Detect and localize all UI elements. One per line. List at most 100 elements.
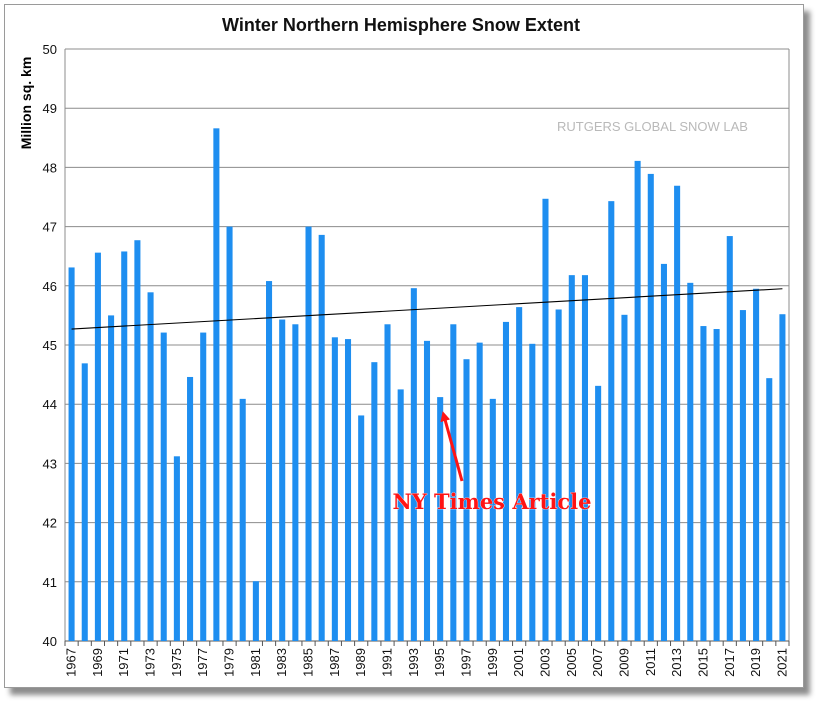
bar-2007 [595,385,602,641]
x-tick-label: 1981 [248,648,263,677]
y-tick-label: 50 [43,42,57,57]
x-tick-label: 2001 [511,648,526,677]
bar-1969 [94,252,101,641]
x-tick-label: 2017 [722,648,737,677]
bar-2008 [608,201,615,641]
y-tick-label: 44 [43,397,57,412]
bar-1987 [331,337,338,641]
bar-1994 [423,340,431,641]
y-tick-label: 48 [43,160,57,175]
bar-2013 [674,185,681,641]
x-tick-label: 1999 [485,648,500,677]
bar-2020 [766,378,773,641]
bar-2014 [687,282,694,641]
x-tick-label: 2007 [590,648,605,677]
x-tick-label: 2019 [748,648,763,677]
x-tick-label: 2021 [774,648,789,677]
x-tick-label: 1989 [353,648,368,677]
bar-1990 [371,362,378,641]
annotation-label: NY Times Article [393,489,592,514]
x-tick-label: 1977 [195,648,210,677]
bar-1970 [108,315,115,641]
x-tick-label: 1975 [169,648,184,677]
bar-2004 [555,309,562,641]
bar-1977 [200,332,207,641]
bar-2018 [739,310,746,641]
bar-1983 [279,319,286,641]
chart-title: Winter Northern Hemisphere Snow Extent [222,15,580,35]
x-tick-label: 2005 [564,648,579,677]
bar-1982 [266,281,273,641]
bar-1989 [358,415,365,641]
x-tick-label: 2003 [537,648,552,677]
x-tick-label: 1985 [301,648,316,677]
bar-2021 [779,314,786,641]
bar-1992 [397,389,404,641]
x-tick-label: 1971 [116,648,131,677]
x-tick-label: 2015 [695,648,710,677]
trendline-group [71,288,783,330]
x-tick-label: 1983 [274,648,289,677]
x-tick-label: 1987 [327,648,342,677]
x-tick-label: 1973 [143,648,158,677]
bar-2005 [568,275,575,641]
bar-1975 [173,456,180,641]
bar-2002 [529,343,536,641]
x-tick-label: 1997 [458,648,473,677]
bar-2010 [634,160,641,641]
bar-1971 [121,251,128,641]
bar-1985 [305,226,312,641]
x-tick-label: 1991 [380,648,395,677]
bar-1991 [384,324,391,641]
trendline [71,288,783,330]
bar-2012 [660,263,667,641]
bar-1980 [239,398,246,641]
x-tick-label: 2013 [669,648,684,677]
bar-1997 [463,359,470,641]
x-tick-label: 1993 [406,648,421,677]
bar-2017 [726,236,733,641]
x-tick-label: 1995 [432,648,447,677]
bar-2019 [753,288,760,641]
bar-1993 [410,288,417,641]
bar-1974 [160,332,167,641]
y-tick-label: 46 [43,279,57,294]
y-tick-label: 43 [43,456,57,471]
bar-2006 [581,275,588,641]
y-tick-label: 45 [43,338,57,353]
y-tick-label: 42 [43,516,57,531]
bar-1998 [476,342,483,641]
bar-1976 [187,376,194,641]
y-tick-label: 49 [43,101,57,116]
bar-1978 [213,128,220,641]
x-tick-labels: 1967 1969 1971 1973 1975 1977 1979 1981 1983 1985… [64,648,790,677]
bar-1972 [134,240,141,641]
y-axis-label: Million sq. km [18,57,34,150]
bar-1988 [344,339,352,641]
bar-1999 [489,398,496,641]
bar-1968 [81,363,88,641]
bar-1979 [226,226,233,641]
bar-1984 [292,324,299,641]
watermark: RUTGERS GLOBAL SNOW LAB [557,119,748,134]
bar-2015 [700,326,707,641]
x-tick-label: 2011 [643,648,658,676]
bar-2003 [542,198,549,641]
y-tick-label: 41 [43,575,57,590]
bar-1986 [318,234,325,641]
x-tick-label: 1969 [90,648,105,677]
bar-1967 [68,267,75,641]
bar-2000 [502,321,510,641]
x-tick-label: 1979 [222,648,237,677]
bar-2009 [621,314,628,641]
y-tick-label: 40 [43,634,57,649]
x-tick-label: 1967 [64,648,79,677]
y-tick-labels: 40 41 42 43 44 45 46 47 48 49 50 [43,42,57,649]
bar-2016 [713,329,720,641]
x-tick-label: 2009 [616,648,631,677]
y-tick-label: 47 [43,220,57,235]
bar-1973 [147,292,154,641]
bar-2011 [647,173,654,641]
bar-1995 [437,397,444,641]
